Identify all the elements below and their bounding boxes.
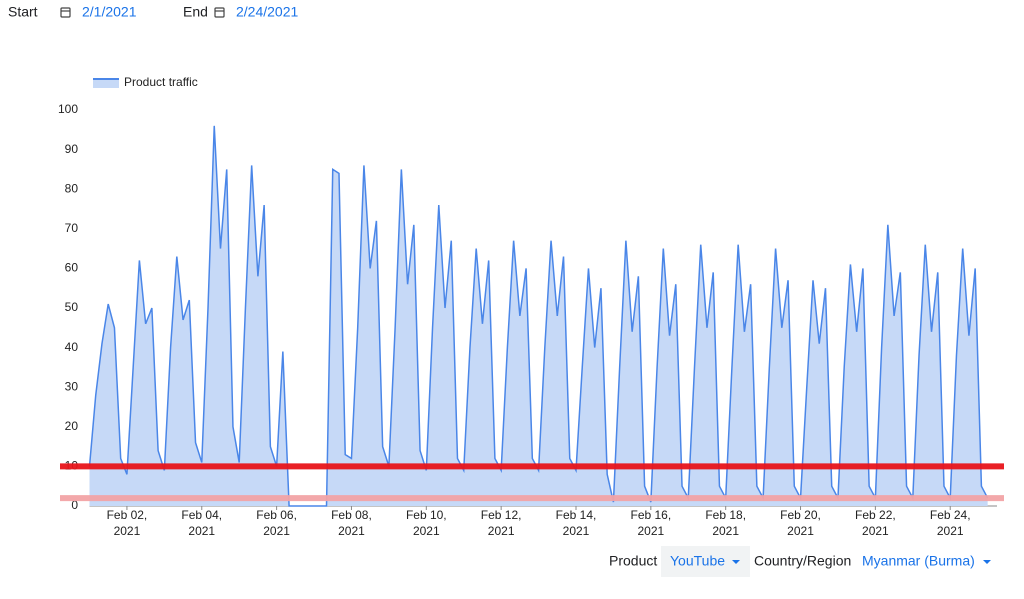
calendar-icon[interactable] [214, 7, 225, 18]
x-tick-label: Feb 20, 2021 [780, 508, 821, 538]
dropdown-arrow[interactable] [732, 560, 740, 564]
end-date[interactable]: 2/24/2021 [236, 4, 298, 20]
x-tick-label: Feb 24, 2021 [930, 508, 971, 538]
y-tick-label: 30 [65, 379, 79, 393]
y-tick-label: 60 [65, 261, 79, 275]
legend-label: Product traffic [124, 75, 198, 89]
y-tick-label: 40 [65, 340, 79, 354]
end-label: End [183, 4, 208, 20]
calendar-icon[interactable] [60, 7, 71, 18]
y-tick-label: 90 [65, 142, 79, 156]
y-tick-label: 80 [65, 181, 79, 195]
y-tick-label: 100 [58, 102, 78, 116]
x-tick-label: Feb 06, 2021 [256, 508, 297, 538]
x-tick-label: Feb 02, 2021 [107, 508, 148, 538]
x-tick-label: Feb 04, 2021 [181, 508, 222, 538]
dropdown-arrow[interactable] [983, 560, 991, 564]
x-tick-label: Feb 22, 2021 [855, 508, 896, 538]
legend-swatch [93, 78, 119, 88]
x-tick-label: Feb 16, 2021 [630, 508, 671, 538]
region-value[interactable]: Myanmar (Burma) [862, 553, 975, 569]
start-date[interactable]: 2/1/2021 [82, 4, 137, 20]
x-tick-label: Feb 18, 2021 [705, 508, 746, 538]
product-label: Product [609, 553, 657, 569]
y-tick-label: 20 [65, 419, 79, 433]
y-tick-label: 70 [65, 221, 79, 235]
x-tick-label: Feb 12, 2021 [481, 508, 522, 538]
region-label: Country/Region [754, 553, 851, 569]
product-value[interactable]: YouTube [670, 553, 725, 569]
start-label: Start [8, 4, 38, 20]
y-tick-label: 50 [65, 300, 79, 314]
y-tick-label: 0 [71, 498, 78, 512]
x-tick-label: Feb 08, 2021 [331, 508, 372, 538]
area [89, 125, 988, 506]
x-tick-label: Feb 14, 2021 [556, 508, 597, 538]
x-tick-label: Feb 10, 2021 [406, 508, 447, 538]
